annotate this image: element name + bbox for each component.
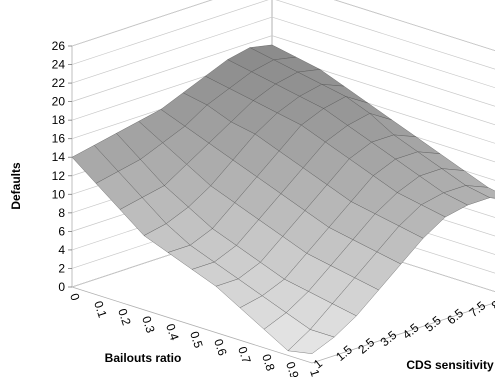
z-tick-label: 18: [52, 113, 66, 127]
z-gridline: [71, 16, 495, 89]
x-tick-label: 0.3: [139, 314, 158, 335]
y-axis-title: CDS sensitivity: [406, 358, 494, 372]
x-axis-title: Bailouts ratio: [105, 351, 182, 365]
z-tick-label: 12: [52, 169, 66, 183]
surface-cell: [287, 329, 335, 354]
x-tick-label: 0.8: [259, 352, 278, 373]
x-tick-label: 0.7: [235, 345, 254, 366]
z-axis-title: Defaults: [9, 162, 23, 210]
y-tick-label: 8.5: [489, 291, 495, 313]
z-tick-label: 4: [58, 243, 65, 257]
z-tick-label: 22: [52, 76, 66, 90]
z-tick-label: 8: [58, 206, 65, 220]
z-tick-label: 10: [52, 187, 66, 201]
z-tick-label: 26: [52, 39, 66, 53]
y-tick-label: 7.5: [466, 298, 488, 320]
surface-plot: [71, 44, 495, 354]
z-tick-label: 0: [58, 280, 65, 294]
z-tick-label: 16: [52, 132, 66, 146]
z-gridline: [71, 35, 495, 107]
x-tick-label: 0.5: [187, 330, 206, 351]
y-tick-label: 3.5: [378, 328, 400, 350]
z-gridline: [71, 0, 495, 51]
y-tick-label: 2.5: [355, 335, 377, 357]
z-tick-label: 14: [52, 150, 66, 164]
z-gridline: [71, 0, 495, 70]
x-tick-label: 0: [67, 292, 82, 303]
x-tick-label: 0.1: [91, 299, 110, 320]
x-tick-label: 0.9: [283, 360, 302, 377]
x-tick-label: 0.4: [163, 322, 182, 343]
y-tick-label: 6.5: [444, 306, 466, 328]
x-tick-label: 1: [307, 368, 322, 377]
z-tick-label: 2: [58, 261, 65, 275]
x-tick-label: 0.6: [211, 337, 230, 358]
z-tick-label: 24: [52, 58, 66, 72]
z-tick-label: 20: [52, 95, 66, 109]
y-tick-label: 1.5: [333, 342, 355, 364]
z-tick-label: 6: [58, 224, 65, 238]
y-tick-label: 4.5: [400, 320, 422, 342]
x-tick-label: 0.2: [115, 307, 134, 328]
y-tick-label: 5.5: [422, 313, 444, 335]
